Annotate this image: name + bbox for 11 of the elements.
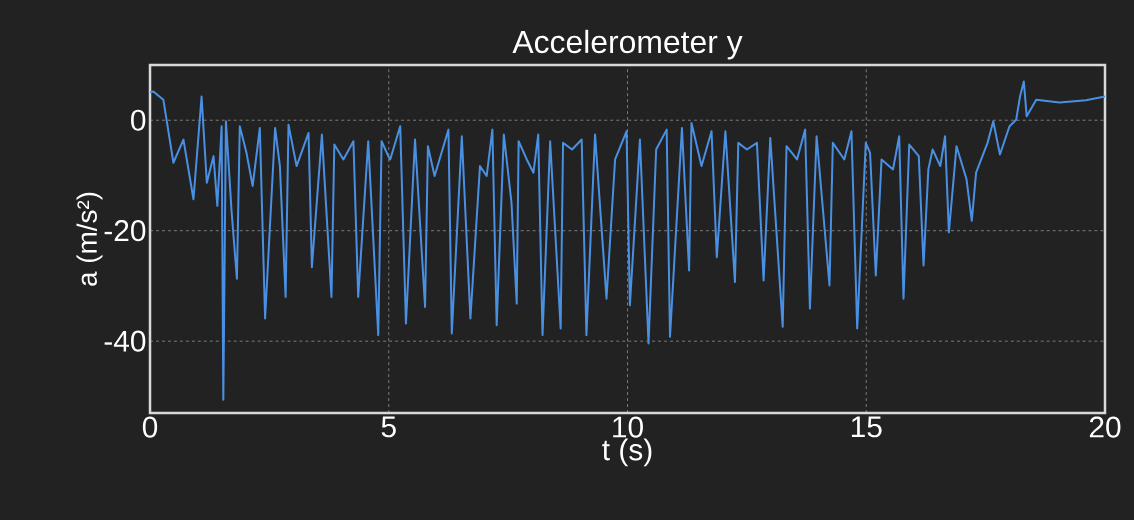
x-axis-title: t (s) — [602, 438, 652, 467]
line-series — [150, 80, 1106, 401]
y-tick-label: -40 — [104, 330, 146, 352]
y-tick-label: -20 — [104, 220, 146, 242]
x-tick-label: 5 — [381, 416, 396, 438]
x-tick-label: 15 — [851, 416, 882, 438]
chart-title: Accelerometer y — [512, 29, 743, 60]
y-axis-title: a (m/s²) — [76, 192, 103, 286]
x-tick-label: 10 — [613, 416, 643, 438]
y-tick-label: 0 — [131, 109, 146, 131]
x-tick-label: 20 — [1089, 416, 1121, 438]
